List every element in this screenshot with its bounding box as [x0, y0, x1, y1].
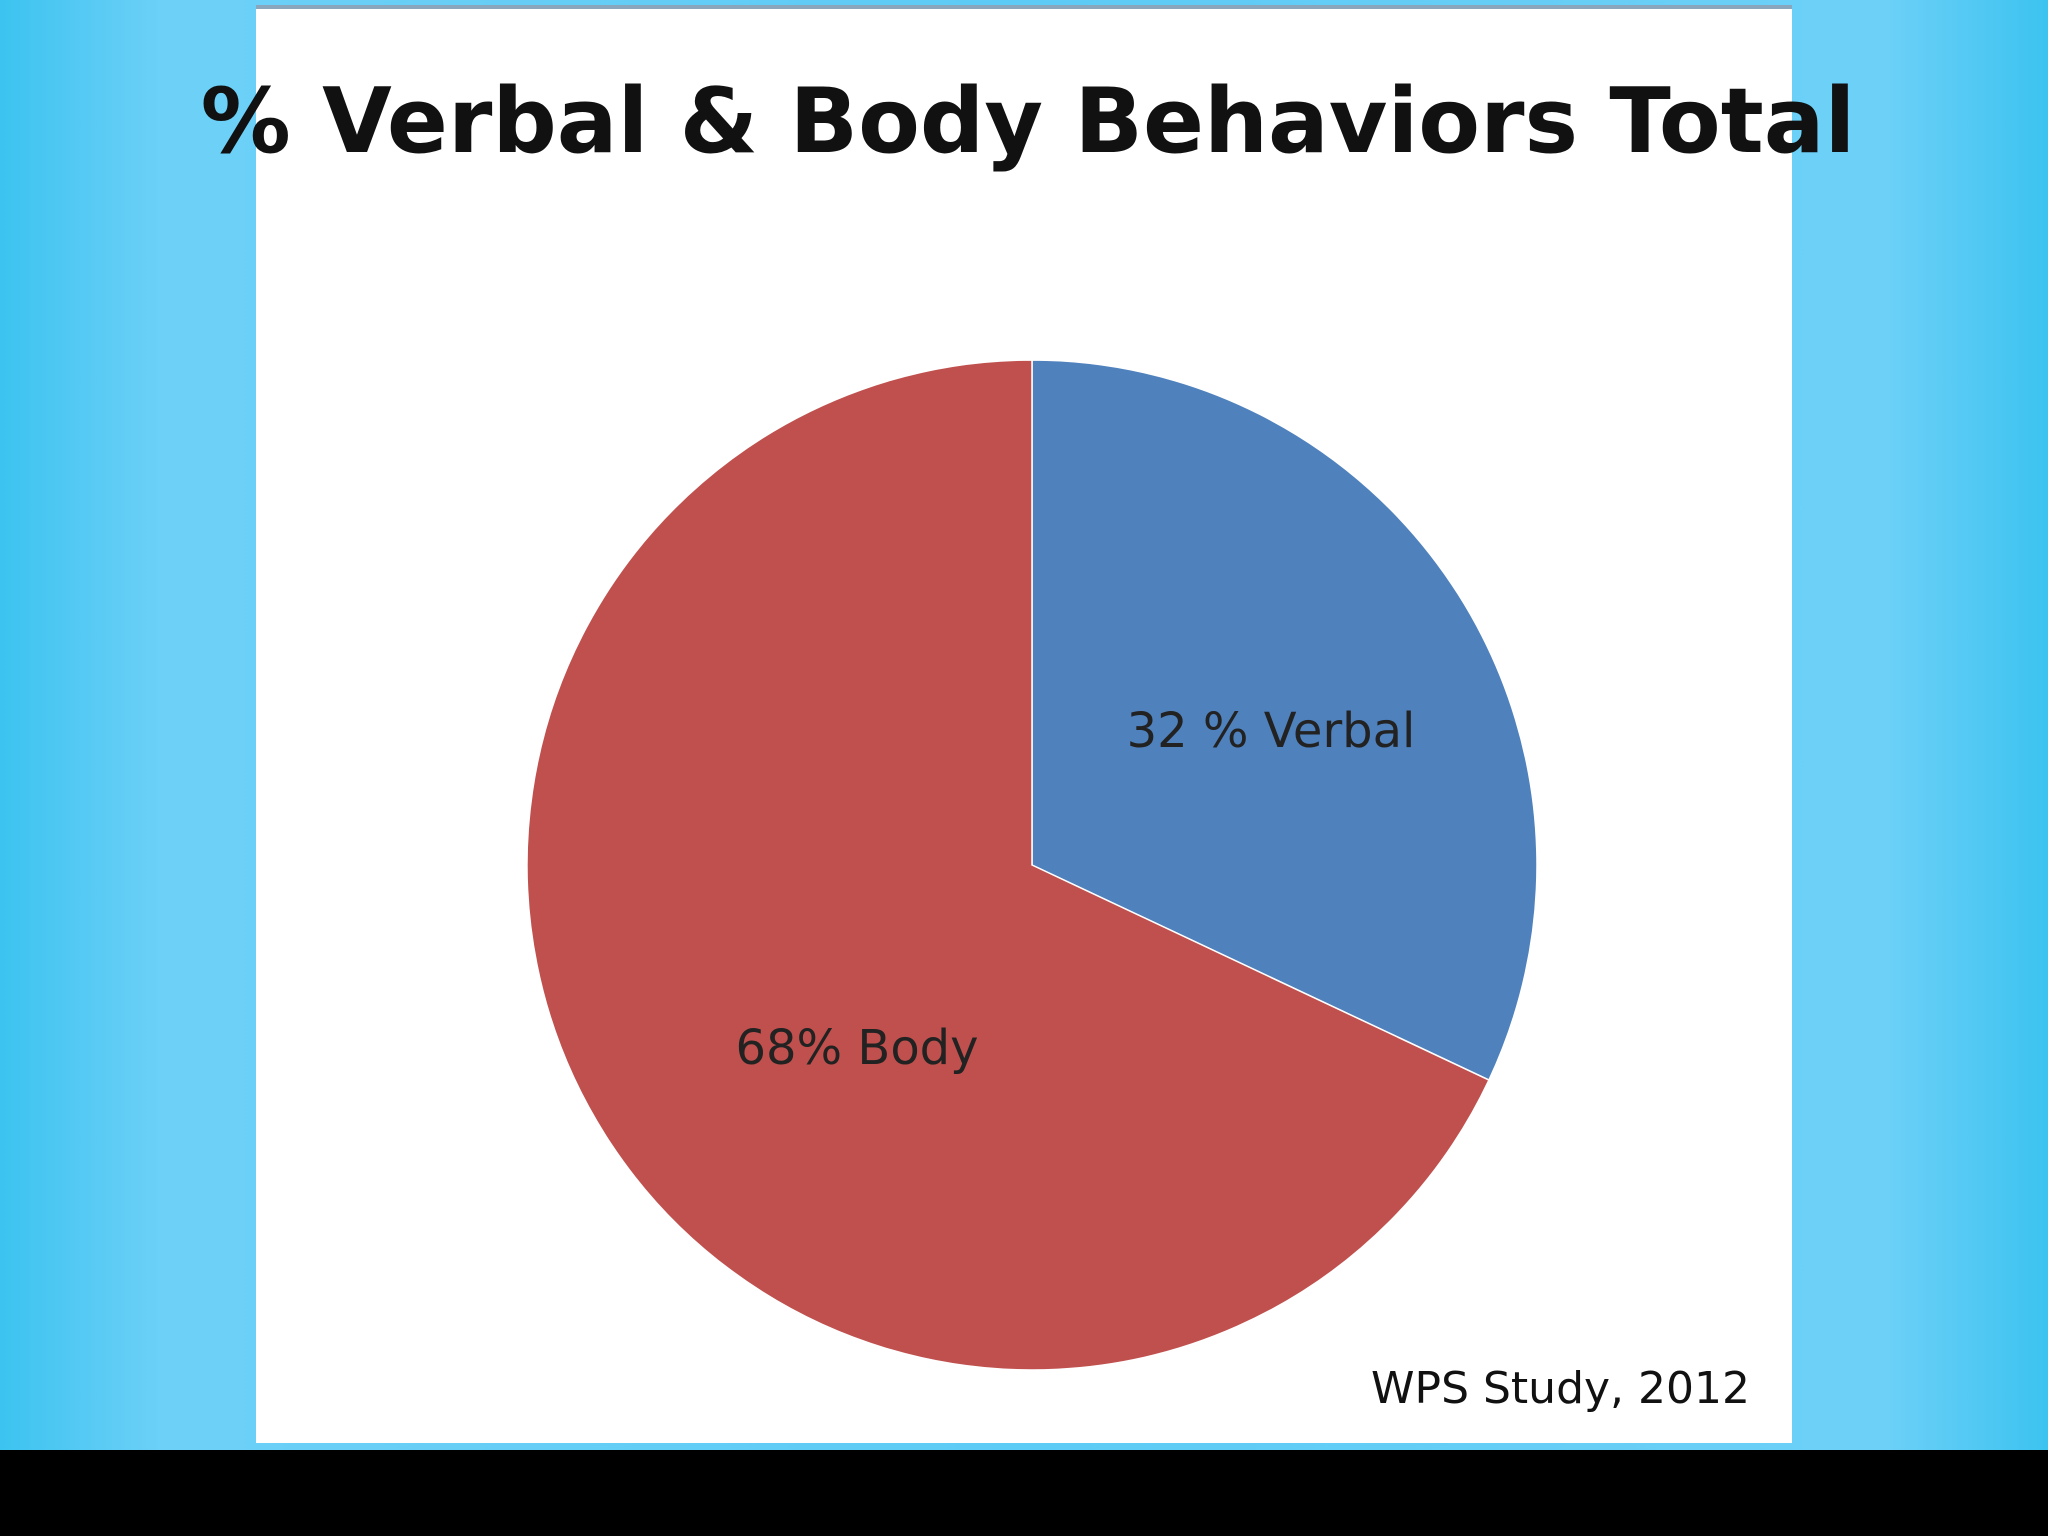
pie-slice [1031, 359, 1538, 1082]
slice-label: 68% Body [735, 1020, 978, 1076]
slice-label: 32 % Verbal [1127, 703, 1416, 759]
panel-edge [256, 5, 1792, 9]
pie: 32 % Verbal 68% Body [526, 359, 1538, 1371]
chart-title: % Verbal & Body Behaviors Total [201, 69, 1856, 174]
source-note: WPS Study, 2012 [1371, 1363, 1750, 1414]
pie-slice [526, 359, 1490, 1371]
bottom-bar [0, 1450, 2048, 1536]
